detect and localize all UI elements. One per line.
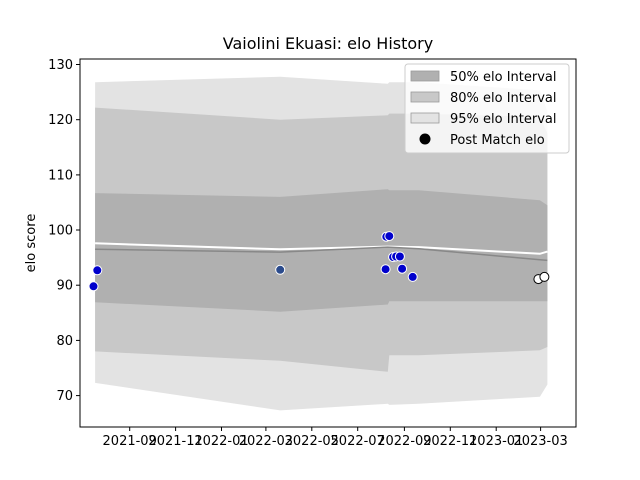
y-tick-label: 110 bbox=[48, 168, 73, 183]
legend-label: 95% elo Interval bbox=[450, 112, 557, 127]
post-match-point-6 bbox=[384, 231, 395, 242]
legend-box bbox=[404, 63, 570, 154]
x-tick-label: 2021-09 bbox=[103, 434, 157, 449]
x-tick-label: 2021-11 bbox=[148, 434, 202, 449]
x-tick-label: 2022-09 bbox=[377, 434, 431, 449]
x-tick-label: 2022-03 bbox=[239, 434, 293, 449]
y-tick-label: 130 bbox=[48, 58, 73, 73]
y-axis-label: elo score bbox=[24, 214, 39, 273]
x-tick-label: 2023-03 bbox=[513, 434, 567, 449]
legend-marker-swatch bbox=[419, 133, 431, 145]
post-match-point-11 bbox=[407, 271, 418, 282]
x-tick-label: 2022-05 bbox=[285, 434, 339, 449]
post-match-point-1 bbox=[88, 281, 99, 292]
legend-label: 50% elo Interval bbox=[450, 70, 557, 85]
post-match-point-2 bbox=[92, 265, 103, 276]
y-tick-label: 90 bbox=[56, 279, 73, 294]
legend-swatch-band95 bbox=[410, 112, 440, 124]
post-match-point-3 bbox=[275, 264, 286, 275]
mean-elo-line bbox=[95, 246, 548, 262]
legend-label: 80% elo Interval bbox=[450, 91, 557, 106]
legend: 50% elo Interval 80% elo Interval 95% elo … bbox=[404, 63, 570, 154]
post-match-point-9 bbox=[394, 251, 405, 262]
post-match-point-10 bbox=[397, 263, 408, 274]
x-tick-label: 2022-01 bbox=[194, 434, 248, 449]
white-trend-line bbox=[95, 242, 548, 255]
post-match-point-13 bbox=[539, 271, 550, 282]
plot-area bbox=[88, 76, 550, 411]
y-tick-label: 120 bbox=[48, 113, 73, 128]
y-tick-label: 80 bbox=[56, 334, 73, 349]
legend-label: Post Match elo bbox=[450, 133, 545, 148]
x-tick-label: 2022-07 bbox=[331, 434, 385, 449]
y-tick-label: 70 bbox=[56, 389, 73, 404]
legend-swatch-band80 bbox=[410, 91, 440, 103]
legend-swatch-band50 bbox=[410, 70, 440, 82]
axes: 7080901001101201302021-092021-112022-012… bbox=[48, 58, 577, 449]
post-match-point-4 bbox=[380, 264, 391, 275]
chart-title: Vaiolini Ekuasi: elo History bbox=[223, 34, 433, 53]
x-tick-label: 2023-01 bbox=[469, 434, 523, 449]
x-tick-label: 2022-11 bbox=[423, 434, 477, 449]
y-tick-label: 100 bbox=[48, 224, 73, 239]
plot-frame bbox=[79, 58, 577, 428]
